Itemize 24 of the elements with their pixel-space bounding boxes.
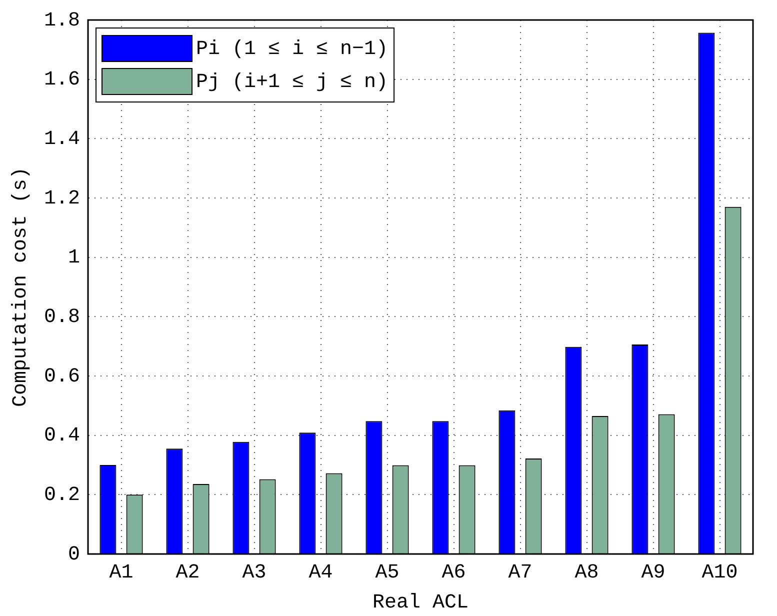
x-tick-label: A6 xyxy=(442,561,466,584)
x-tick-label: A4 xyxy=(308,561,333,584)
y-tick-label: 0.6 xyxy=(44,365,80,388)
y-axis-title: Computation cost (s) xyxy=(9,166,32,408)
x-tick-label: A2 xyxy=(176,561,200,584)
y-tick-label: 1.6 xyxy=(44,68,80,92)
y-tick-label: 1 xyxy=(68,246,80,270)
x-tick-label: A3 xyxy=(242,561,266,584)
x-tick-label: A8 xyxy=(574,561,599,584)
x-tick-label: A10 xyxy=(702,561,738,584)
x-axis-title: Real ACL xyxy=(372,591,469,614)
y-tick-label: 1.4 xyxy=(44,128,80,151)
x-tick-label: A1 xyxy=(109,561,134,584)
y-tick-label: 1.2 xyxy=(44,187,80,210)
y-tick-label: 0.2 xyxy=(44,484,80,507)
y-tick-label: 1.8 xyxy=(44,9,80,32)
x-tick-label: A5 xyxy=(375,561,400,584)
x-tick-label: A7 xyxy=(508,561,532,584)
legend-label: Pi (1 ≤ i ≤ n−1) xyxy=(196,38,388,61)
y-tick-label: 0 xyxy=(68,543,80,566)
y-tick-label: 0.4 xyxy=(44,424,80,448)
x-tick-label: A9 xyxy=(641,561,666,584)
y-tick-label: 0.8 xyxy=(44,306,80,329)
legend-label: Pj (i+1 ≤ j ≤ n) xyxy=(196,70,388,94)
